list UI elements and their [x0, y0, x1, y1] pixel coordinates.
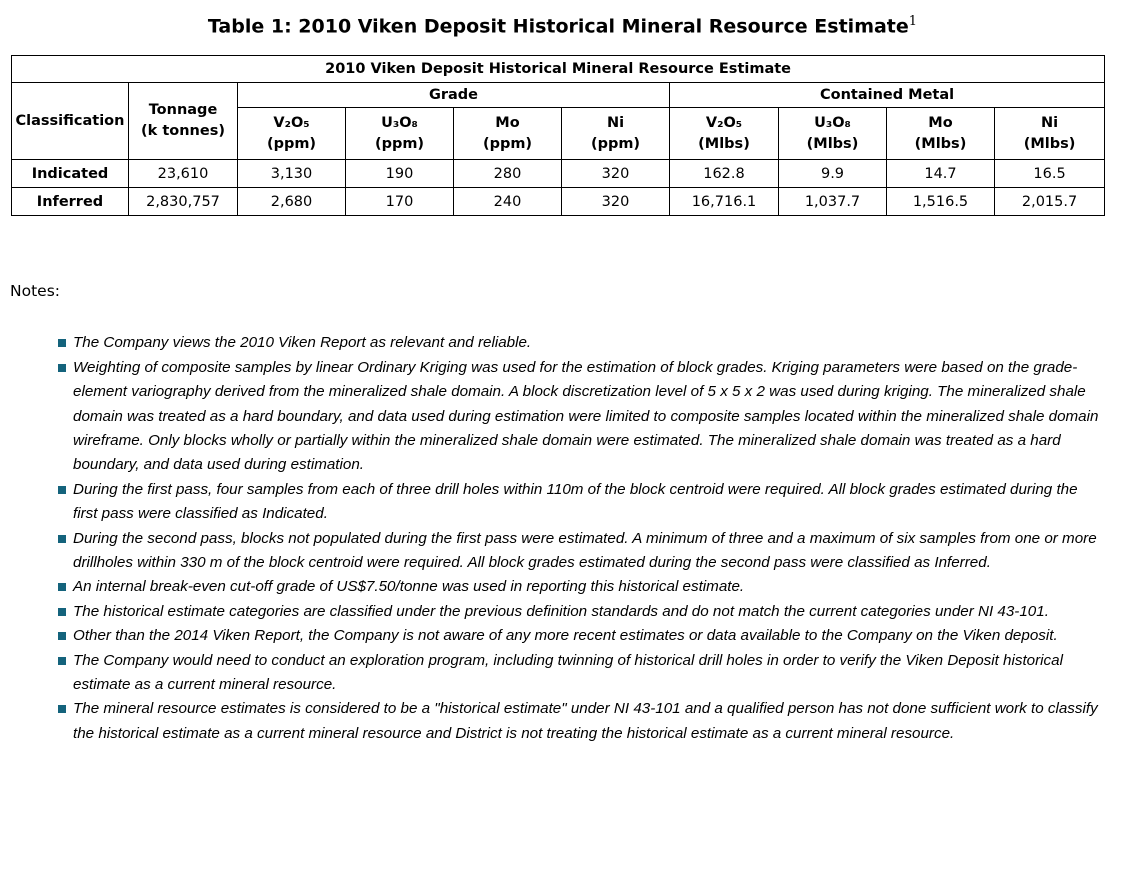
note-text: Other than the 2014 Viken Report, the Co… [73, 627, 1058, 645]
cell-tonnage: 2,830,757 [128, 187, 238, 217]
table-row-inferred: Inferred 2,830,757 2,680 170 240 320 16,… [11, 187, 1106, 217]
tonnage-label: Tonnage [148, 102, 218, 119]
cell-value: 320 [561, 159, 670, 189]
page-title: Table 1: 2010 Viken Deposit Historical M… [0, 14, 1125, 37]
note-text: Weighting of composite samples by linear… [73, 358, 1099, 474]
column-header-metal-mo: Mo (Mlbs) [886, 107, 995, 161]
group-header-contained-metal: Contained Metal [668, 82, 1106, 109]
unit: (Mlbs) [698, 135, 750, 152]
note-text: The historical estimate categories are c… [73, 602, 1049, 620]
bullet-square-icon [58, 534, 66, 543]
cell-value: 170 [345, 187, 454, 217]
note-item: Weighting of composite samples by linear… [58, 356, 1106, 478]
note-item: An internal break-even cut-off grade of … [58, 575, 1106, 599]
note-item: During the first pass, four samples from… [58, 478, 1106, 527]
cell-value: 162.8 [669, 159, 779, 189]
cell-value: 1,516.5 [886, 187, 995, 217]
bullet-square-icon [58, 363, 66, 372]
cell-value: 16.5 [993, 159, 1106, 189]
formula: V₂O₅ [273, 114, 310, 131]
group-header-grade: Grade [237, 82, 670, 109]
unit: (Mlbs) [806, 135, 859, 152]
unit: (Mlbs) [1023, 135, 1076, 152]
note-item: Other than the 2014 Viken Report, the Co… [58, 624, 1106, 648]
cell-value: 320 [561, 187, 670, 217]
bullet-square-icon [58, 632, 66, 641]
column-header-grade-ni: Ni (ppm) [561, 107, 670, 161]
column-header-tonnage: Tonnage (k tonnes) [128, 82, 238, 161]
resource-estimate-table: 2010 Viken Deposit Historical Mineral Re… [10, 55, 1106, 217]
note-item: During the second pass, blocks not popul… [58, 527, 1106, 576]
formula: Ni [606, 114, 625, 131]
document-page: Table 1: 2010 Viken Deposit Historical M… [0, 14, 1125, 882]
bullet-square-icon [58, 485, 66, 494]
unit: (Mlbs) [914, 135, 967, 152]
column-header-grade-v2o5: V₂O₅ (ppm) [237, 107, 346, 161]
formula: U₃O₈ [814, 114, 851, 131]
bullet-square-icon [58, 656, 66, 665]
note-text: The Company views the 2010 Viken Report … [73, 334, 532, 352]
bullet-square-icon [58, 339, 66, 348]
note-item: The historical estimate categories are c… [58, 600, 1106, 624]
cell-tonnage: 23,610 [128, 159, 238, 189]
note-text: The Company would need to conduct an exp… [73, 651, 1063, 694]
formula: U₃O₈ [381, 114, 418, 131]
note-item: The Company views the 2010 Viken Report … [58, 331, 1106, 355]
formula: V₂O₅ [705, 114, 743, 131]
column-header-metal-u3o8: U₃O₈ (Mlbs) [778, 107, 887, 161]
column-header-grade-mo: Mo (ppm) [453, 107, 562, 161]
column-header-metal-ni: Ni (Mlbs) [993, 107, 1106, 161]
unit: (ppm) [590, 135, 641, 152]
bullet-square-icon [58, 705, 66, 714]
note-item: The mineral resource estimates is consid… [58, 697, 1106, 746]
cell-value: 2,015.7 [993, 187, 1106, 217]
note-item: The Company would need to conduct an exp… [58, 649, 1106, 698]
note-text: The mineral resource estimates is consid… [73, 700, 1098, 742]
classification-label: Classification [15, 112, 125, 129]
unit: (ppm) [374, 135, 425, 152]
cell-classification: Inferred [11, 187, 129, 217]
cell-value: 190 [345, 159, 454, 189]
note-text: During the first pass, four samples from… [73, 480, 1078, 523]
notes-list: The Company views the 2010 Viken Report … [58, 331, 1106, 746]
cell-value: 240 [453, 187, 562, 217]
cell-value: 9.9 [778, 159, 887, 189]
page-title-superscript: 1 [908, 14, 918, 29]
cell-value: 280 [453, 159, 562, 189]
tonnage-unit: (k tonnes) [141, 123, 225, 140]
note-text: An internal break-even cut-off grade of … [73, 578, 745, 596]
cell-value: 1,037.7 [778, 187, 887, 217]
page-title-text: Table 1: 2010 Viken Deposit Historical M… [207, 15, 909, 38]
table-row-indicated: Indicated 23,610 3,130 190 280 320 162.8… [11, 159, 1106, 189]
cell-value: 16,716.1 [669, 187, 779, 217]
column-header-grade-u3o8: U₃O₈ (ppm) [345, 107, 454, 161]
cell-classification: Indicated [11, 159, 129, 189]
bullet-square-icon [58, 583, 66, 592]
formula: Mo [928, 114, 953, 131]
formula: Ni [1041, 114, 1059, 131]
column-header-metal-v2o5: V₂O₅ (Mlbs) [669, 107, 779, 161]
unit: (ppm) [482, 135, 533, 152]
note-text: During the second pass, blocks not popul… [73, 529, 1097, 571]
formula: Mo [495, 114, 520, 131]
bullet-square-icon [58, 607, 66, 616]
cell-value: 3,130 [237, 159, 346, 189]
notes-heading: Notes: [10, 282, 60, 301]
cell-value: 2,680 [237, 187, 346, 217]
column-header-classification: Classification [11, 82, 129, 161]
cell-value: 14.7 [886, 159, 995, 189]
table-caption: 2010 Viken Deposit Historical Mineral Re… [10, 55, 1106, 84]
unit: (ppm) [266, 135, 317, 152]
